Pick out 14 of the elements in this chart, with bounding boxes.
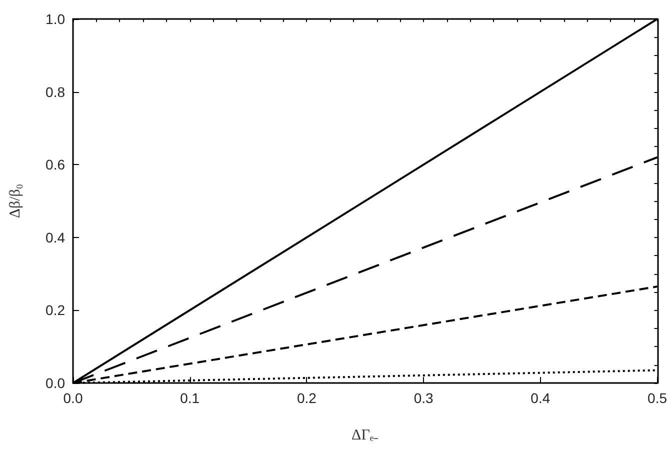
y-tick-label: 0.2 bbox=[46, 302, 66, 318]
y-tick-label: 0.0 bbox=[46, 375, 66, 391]
x-tick-label: 0.1 bbox=[180, 390, 200, 406]
y-tick-label: 0.6 bbox=[46, 156, 66, 173]
x-tick-label: 0.4 bbox=[530, 390, 550, 406]
y-tick-label: 0.4 bbox=[46, 229, 66, 246]
y-tick-label: 1.0 bbox=[46, 11, 66, 27]
x-tick-label: 0.0 bbox=[63, 390, 83, 406]
x-tick-label: 0.5 bbox=[648, 390, 668, 406]
y-tick-label: 0.8 bbox=[46, 84, 66, 100]
x-tick-label: 0.3 bbox=[414, 390, 434, 406]
x-tick-label: 0.2 bbox=[296, 390, 317, 406]
x-axis-title: ΔΓₑ₋ bbox=[352, 428, 379, 444]
y-axis-title: Δβ/β₀ bbox=[8, 184, 24, 218]
